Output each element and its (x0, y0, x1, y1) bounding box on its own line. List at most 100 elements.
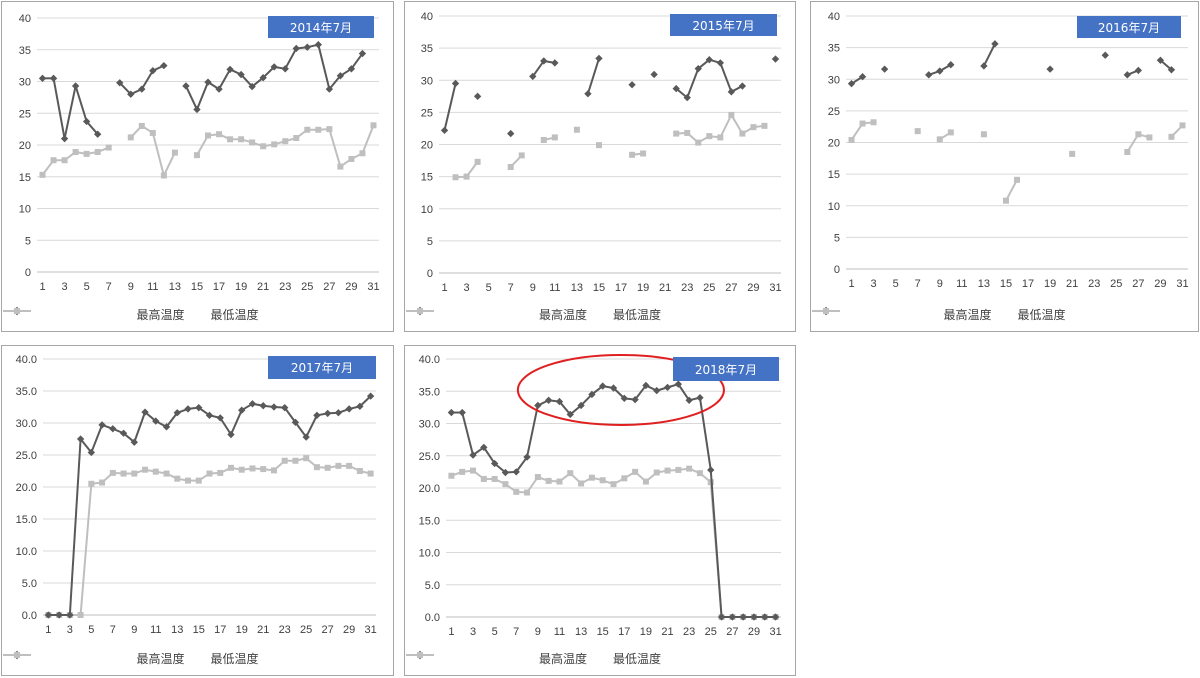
legend-label-min: 最低温度 (210, 308, 259, 322)
x-tick-label: 3 (871, 278, 877, 290)
x-tick-label: 23 (279, 281, 291, 293)
x-tick-label: 17 (1022, 278, 1034, 290)
x-tick-label: 19 (235, 281, 247, 293)
series-min (39, 122, 377, 179)
data-point-max (227, 430, 235, 439)
chart-legend-2018: 最高温度 最低温度 (405, 650, 795, 667)
x-tick-label: 11 (956, 278, 967, 290)
x-tick-label: 11 (554, 626, 565, 638)
x-tick-label: 7 (508, 282, 514, 294)
legend-item-max: 最高温度 (3, 306, 185, 323)
series-line-segment (350, 52, 364, 70)
data-point-min (1014, 176, 1020, 183)
legend-item-min: 最低温度 (3, 306, 259, 323)
x-tick-label: 9 (937, 278, 943, 290)
data-point-max (577, 401, 585, 410)
data-point-max (270, 63, 278, 71)
x-tick-label: 5 (84, 281, 90, 293)
data-point-min (326, 126, 333, 133)
data-point-min (359, 150, 366, 157)
y-tick-label: 10 (828, 201, 840, 213)
x-tick-label: 1 (39, 281, 45, 293)
series-max (38, 40, 367, 143)
data-point-min (324, 464, 331, 471)
y-tick-label: 25 (19, 108, 31, 120)
x-tick-label: 9 (131, 624, 137, 636)
data-point-min (282, 138, 289, 145)
legend-item-max: 最高温度 (406, 306, 587, 323)
series-line-segment (63, 85, 77, 139)
data-point-max (71, 82, 80, 90)
data-point-min (653, 469, 660, 476)
y-tick-label: 0 (25, 267, 31, 279)
legend-item-min: 最低温度 (406, 306, 661, 323)
y-tick-label: 30.0 (419, 419, 440, 431)
series-max (44, 392, 375, 619)
y-tick-label: 30 (19, 77, 31, 89)
data-point-min (217, 469, 224, 476)
data-point-max (771, 55, 780, 63)
y-tick-label: 0.0 (425, 612, 440, 624)
data-point-min (474, 158, 481, 165)
x-tick-label: 9 (128, 281, 134, 293)
data-point-min (346, 462, 353, 469)
data-point-max (303, 43, 311, 51)
x-tick-label: 1 (441, 282, 447, 294)
x-tick-label: 29 (345, 281, 357, 293)
chart-legend-2014: 最高温度 最低温度 (2, 306, 393, 323)
legend-item-max: 最高温度 (406, 650, 587, 667)
x-tick-label: 27 (726, 626, 738, 638)
data-point-min (94, 148, 101, 155)
x-tick-label: 15 (593, 282, 605, 294)
data-point-max (750, 613, 758, 621)
series-line-segment (443, 83, 457, 131)
data-point-min (367, 470, 374, 477)
data-point-max (936, 67, 944, 75)
x-tick-label: 15 (191, 281, 203, 293)
series-line-segment (196, 81, 209, 110)
data-point-min (50, 157, 57, 164)
x-tick-label: 31 (1176, 278, 1188, 290)
series-line-segment (558, 400, 572, 416)
series-line-segment (317, 44, 331, 90)
data-point-min (304, 126, 311, 133)
data-point-max (184, 405, 192, 413)
legend-label-max: 最高温度 (538, 652, 587, 666)
y-tick-label: 35 (421, 43, 433, 55)
y-tick-label: 5 (427, 236, 433, 248)
chart-panel-2014: 0 5 10 15 20 25 30 35 40 1 3 5 7 9 11 13 15 17 19 21 23 25 27 2… (1, 1, 394, 332)
series-line-segment (461, 412, 474, 456)
chart-plot-2017: 0.05.010.015.020.025.030.035.040.01 3 5 7 9 1… (16, 354, 377, 636)
data-point-max (291, 418, 300, 427)
x-tick-label: 1 (448, 626, 454, 638)
data-point-min (260, 143, 267, 150)
data-point-min (152, 468, 159, 475)
legend-label-max: 最高温度 (538, 308, 587, 322)
data-point-min (480, 475, 487, 482)
data-point-max (980, 62, 988, 70)
data-point-max (707, 466, 715, 474)
chart-title-2018: 2018年7月 (673, 357, 779, 381)
data-point-max (447, 408, 456, 417)
series-line-segment (283, 407, 297, 423)
x-tick-label: 17 (618, 626, 630, 638)
y-tick-label: 5.0 (425, 580, 440, 592)
y-tick-label: 40.0 (419, 354, 440, 366)
data-point-max (595, 54, 603, 63)
data-point-max (193, 105, 201, 114)
series-line-segment (305, 414, 318, 438)
x-tick-label: 15 (193, 624, 205, 636)
data-point-max (551, 59, 559, 67)
data-point-min (174, 475, 181, 482)
data-point-min (599, 477, 606, 484)
chart-title-2014: 2014年7月 (268, 16, 374, 38)
series-line-segment (219, 417, 232, 436)
data-point-min (315, 126, 322, 133)
data-point-max (345, 405, 353, 413)
series-line-segment (52, 78, 66, 139)
series-line-segment (85, 120, 99, 135)
legend-label-max: 最高温度 (943, 308, 992, 322)
data-point-min (545, 477, 552, 484)
x-tick-label: 13 (575, 626, 587, 638)
